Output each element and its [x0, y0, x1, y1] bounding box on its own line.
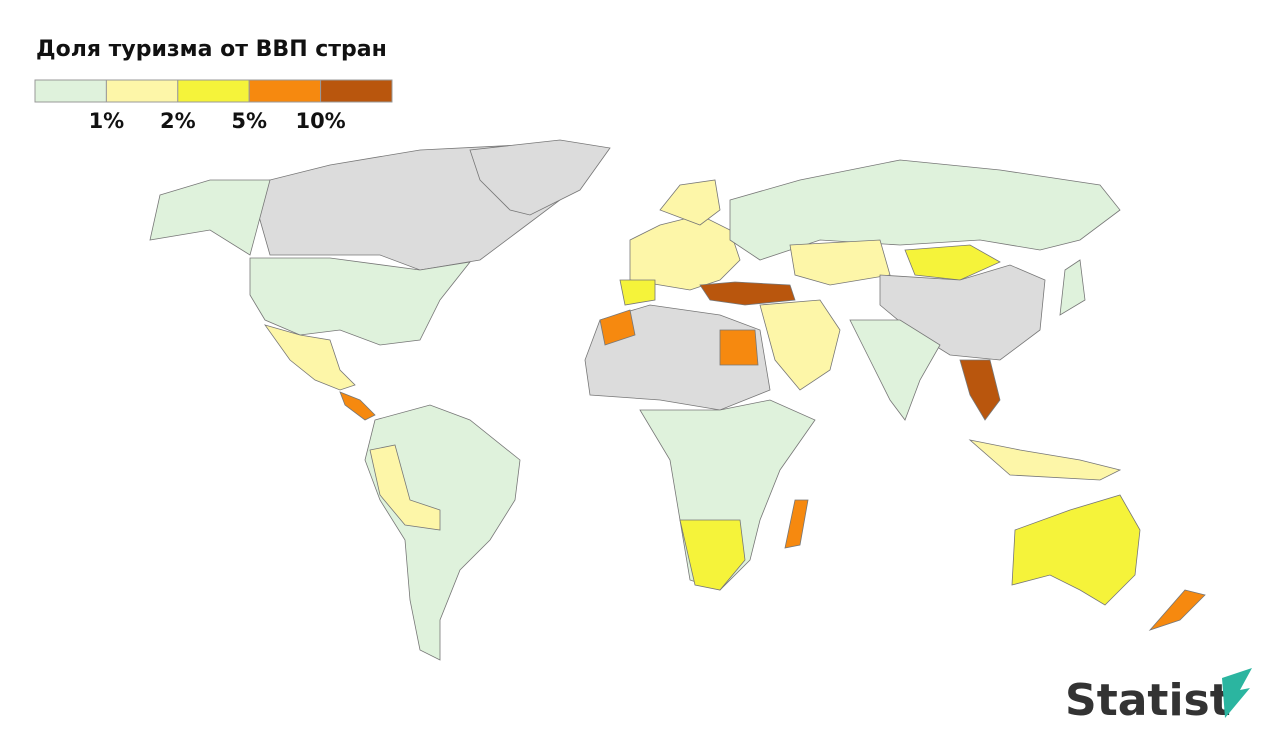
- legend-swatch: [320, 79, 393, 103]
- legend-label: 10%: [295, 109, 345, 133]
- legend-label: 2%: [160, 109, 196, 133]
- central-africa: [639, 399, 816, 591]
- new-zealand: [1148, 589, 1206, 631]
- title: Доля туризма от ВВП стран: [36, 37, 387, 62]
- world-map: [149, 139, 1206, 661]
- madagascar: [784, 499, 809, 549]
- balkans-turkey: [699, 281, 796, 306]
- legend-swatch: [177, 79, 250, 103]
- central-america: [339, 391, 376, 421]
- india: [849, 319, 941, 421]
- legend-swatch: [248, 79, 322, 103]
- logo-text: Statist: [1065, 675, 1231, 726]
- japan: [1059, 259, 1086, 316]
- australia: [1011, 494, 1141, 606]
- russia: [729, 159, 1121, 261]
- legend: 1% 2% 5% 10%: [34, 79, 393, 133]
- southern-africa: [679, 519, 746, 591]
- legend-label: 5%: [231, 109, 267, 133]
- peru-bolivia: [369, 444, 441, 531]
- greenland: [469, 139, 611, 216]
- middle-east: [759, 299, 841, 391]
- iberia: [619, 279, 656, 306]
- southeast-asia: [959, 359, 1001, 421]
- legend-swatch: [34, 79, 107, 103]
- indonesia: [968, 439, 1122, 481]
- logo: Statist: [1065, 668, 1252, 726]
- usa: [249, 257, 471, 346]
- europe: [629, 214, 741, 291]
- alaska: [149, 179, 271, 256]
- mexico: [264, 324, 356, 391]
- scandinavia: [659, 179, 721, 226]
- legend-swatch: [105, 79, 179, 103]
- morocco: [599, 309, 636, 346]
- kazakhstan: [789, 239, 891, 286]
- mongolia: [904, 244, 1001, 281]
- logo-icon: [1222, 668, 1252, 718]
- south-america: [364, 404, 521, 661]
- egypt: [719, 329, 759, 366]
- legend-label: 1%: [89, 109, 125, 133]
